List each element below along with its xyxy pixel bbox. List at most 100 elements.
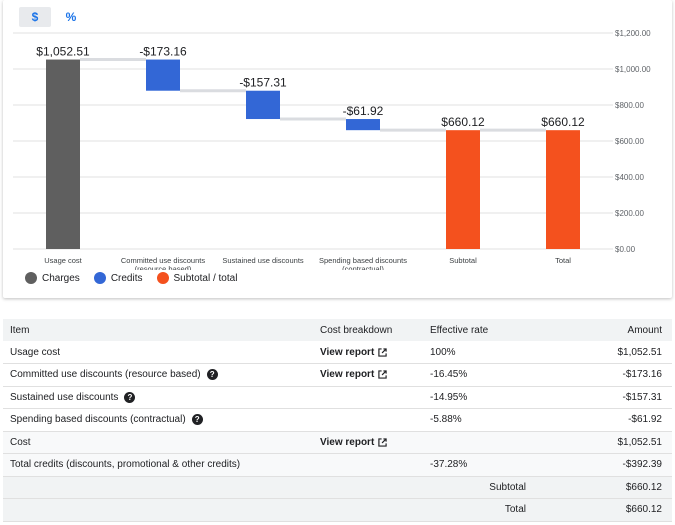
legend-dot-credits — [93, 272, 106, 284]
item-label: Cost — [10, 436, 31, 448]
cell-cost-breakdown: View report — [313, 341, 423, 364]
category-label: Committed use discounts — [121, 256, 205, 265]
cell-amount: -$173.16 — [533, 363, 672, 387]
view-report-link[interactable]: View report — [320, 347, 387, 358]
cell-item: Cost — [3, 431, 313, 454]
help-icon[interactable]: ? — [206, 369, 218, 381]
item-label: Total credits (discounts, promotional & … — [10, 459, 241, 471]
subtotal-label: Subtotal — [423, 476, 533, 499]
category-label: Subtotal — [449, 256, 477, 265]
header-cost-breakdown: Cost breakdown — [313, 319, 423, 341]
bar — [546, 130, 580, 249]
item-label: Usage cost — [10, 346, 61, 358]
category-label: Total — [555, 256, 571, 265]
subtotal-value: $660.12 — [533, 476, 672, 499]
y-tick-label: $0.00 — [615, 245, 636, 254]
view-report-label: View report — [320, 436, 375, 448]
percent-toggle[interactable]: % — [65, 10, 77, 24]
view-report-label: View report — [320, 346, 375, 358]
category-label: Usage cost — [44, 256, 82, 265]
category-label: Sustained use discounts — [222, 256, 304, 265]
data-label: $660.12 — [541, 115, 585, 129]
total-value: $660.12 — [533, 498, 672, 522]
cell-effective-rate: -5.88% — [423, 408, 533, 432]
cell-cost-breakdown: View report — [313, 363, 423, 387]
cell-effective-rate: -37.28% — [423, 453, 533, 477]
empty-cell — [3, 498, 313, 522]
table-row: Usage cost View report 100% $1,052.51 — [3, 341, 672, 364]
cell-item: Usage cost — [3, 341, 313, 364]
item-label: Spending based discounts (contractual) — [10, 414, 186, 426]
cell-effective-rate — [423, 431, 533, 454]
help-icon[interactable]: ? — [124, 391, 136, 403]
table-row: Total credits (discounts, promotional & … — [3, 453, 672, 477]
y-tick-label: $800.00 — [615, 101, 644, 110]
data-label: -$173.16 — [139, 45, 187, 59]
external-link-icon — [378, 347, 387, 357]
y-tick-label: $1,200.00 — [615, 29, 651, 38]
item-label: Sustained use discounts — [10, 391, 119, 403]
table-row: Spending based discounts (contractual)? -… — [3, 408, 672, 432]
cell-amount: -$157.31 — [533, 386, 672, 409]
table-row: Cost View report $1,052.51 — [3, 431, 672, 454]
bar — [46, 59, 80, 249]
header-amount: Amount — [533, 319, 672, 341]
cost-chart-card: $ % $0.00 $200.00 $400.00 $600.00 $800.00 $1,… — [3, 0, 672, 298]
y-tick-label: $600.00 — [615, 137, 644, 146]
y-tick-label: $400.00 — [615, 173, 644, 182]
view-report-link[interactable]: View report — [320, 437, 387, 448]
cell-amount: -$392.39 — [533, 453, 672, 477]
subtotal-row: Subtotal $660.12 — [3, 476, 672, 499]
cost-breakdown-table: Item Cost breakdown Effective rate Amoun… — [3, 319, 672, 522]
legend-item-charges[interactable]: Charges — [25, 272, 80, 284]
bar — [146, 59, 180, 91]
external-link-icon — [378, 370, 387, 379]
y-tick-label: $200.00 — [615, 209, 644, 218]
cell-effective-rate: -16.45% — [423, 363, 533, 387]
header-effective-rate: Effective rate — [423, 319, 533, 341]
empty-cell — [313, 498, 423, 522]
cell-cost-breakdown — [313, 386, 423, 409]
chart-legend: Charges Credits Subtotal / total — [25, 272, 237, 284]
total-row: Total $660.12 — [3, 498, 672, 522]
category-label: Spending based discounts — [319, 256, 407, 265]
y-tick-label: $1,000.00 — [615, 65, 651, 74]
cell-cost-breakdown: View report — [313, 431, 423, 454]
table-row: Sustained use discounts? -14.95% -$157.31 — [3, 386, 672, 409]
dollar-toggle[interactable]: $ — [19, 7, 51, 27]
total-label: Total — [423, 498, 533, 522]
cell-item: Spending based discounts (contractual)? — [3, 408, 313, 432]
legend-label-charges: Charges — [42, 272, 80, 284]
category-label: (contractual) — [342, 265, 384, 271]
bar — [346, 119, 380, 131]
bar — [246, 90, 280, 120]
view-report-label: View report — [320, 369, 375, 381]
header-item: Item — [3, 319, 313, 341]
cost-table-container: Item Cost breakdown Effective rate Amoun… — [3, 319, 672, 522]
legend-item-credits[interactable]: Credits — [93, 272, 143, 284]
cell-item: Sustained use discounts? — [3, 386, 313, 409]
cell-item: Total credits (discounts, promotional & … — [3, 453, 313, 477]
legend-dot-subtotal — [156, 272, 169, 284]
bar — [446, 130, 480, 249]
item-label: Committed use discounts (resource based) — [10, 369, 201, 381]
cell-effective-rate: -14.95% — [423, 386, 533, 409]
empty-cell — [313, 476, 423, 499]
cell-effective-rate: 100% — [423, 341, 533, 364]
data-label: -$157.31 — [239, 76, 287, 90]
cell-amount: -$61.92 — [533, 408, 672, 432]
legend-label-subtotal: Subtotal / total — [173, 272, 238, 284]
waterfall-chart: $0.00 $200.00 $400.00 $600.00 $800.00 $1,000.… — [13, 29, 651, 271]
table-row: Committed use discounts (resource based)… — [3, 363, 672, 387]
category-label: (resource based) — [135, 265, 192, 271]
legend-item-subtotal[interactable]: Subtotal / total — [156, 272, 238, 284]
table-body: Usage cost View report 100% $1,052.51 Commit… — [3, 341, 672, 522]
view-report-link[interactable]: View report — [320, 369, 387, 380]
cell-amount: $1,052.51 — [533, 341, 672, 364]
unit-toggle-group: $ % — [19, 7, 87, 27]
cell-amount: $1,052.51 — [533, 431, 672, 454]
cell-cost-breakdown — [313, 453, 423, 477]
cell-item: Committed use discounts (resource based)… — [3, 363, 313, 387]
help-icon[interactable]: ? — [191, 414, 203, 426]
legend-label-credits: Credits — [110, 272, 143, 284]
